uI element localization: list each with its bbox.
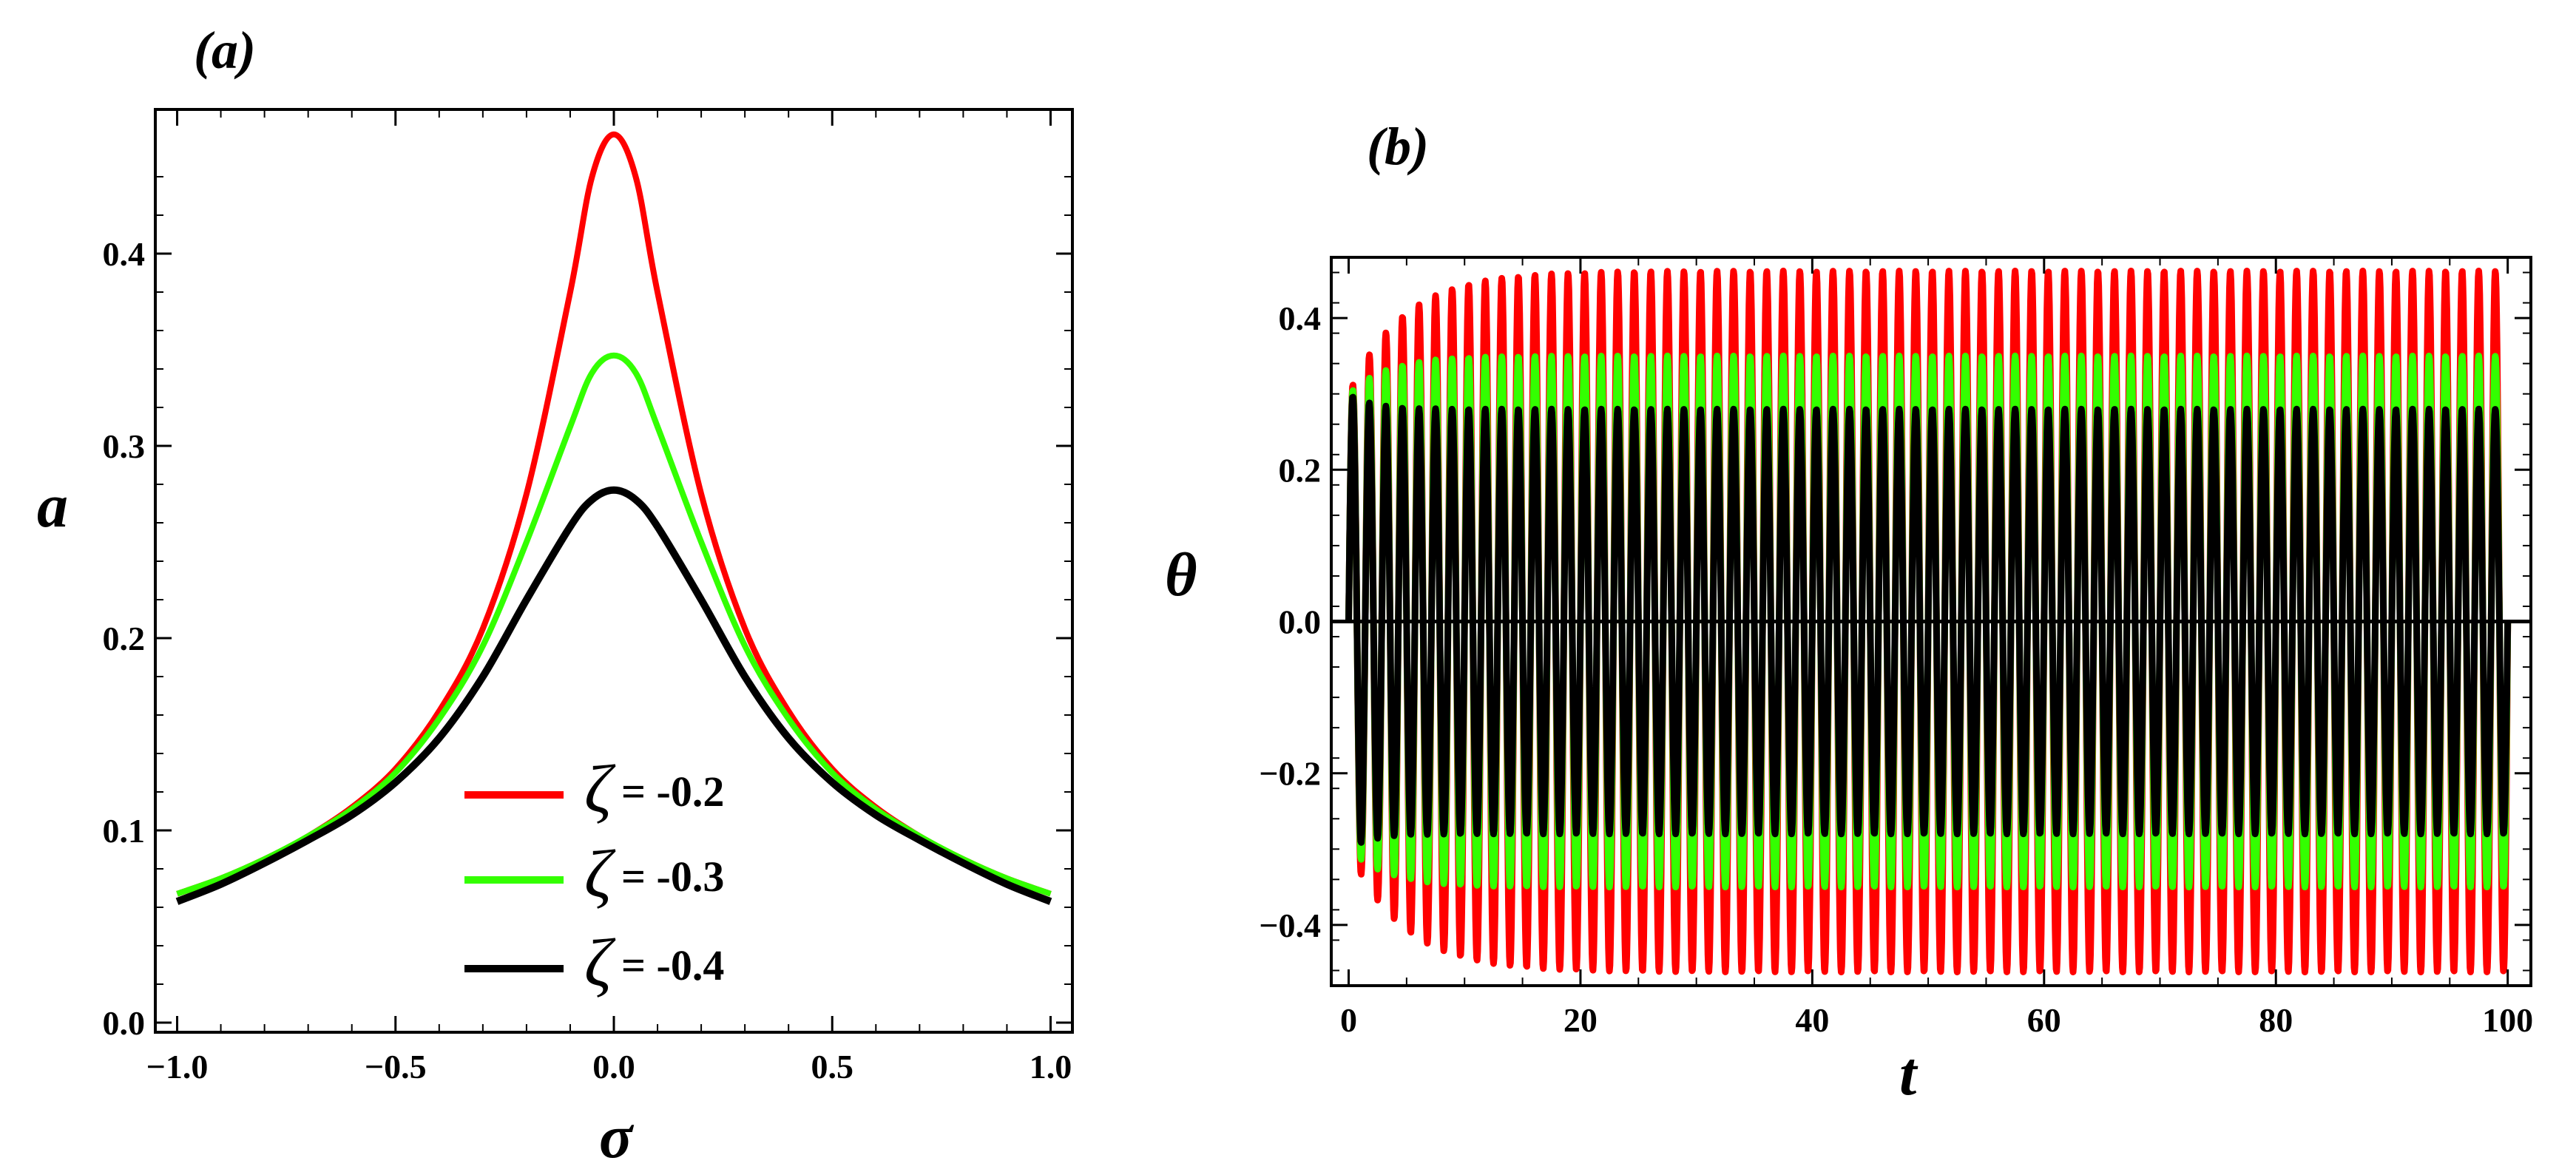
y-tick-label-a: 0.4 bbox=[103, 235, 146, 273]
legend-item: ζ = -0.4 bbox=[464, 925, 724, 1000]
x-tick-label-a: −1.0 bbox=[146, 1048, 209, 1085]
panel-a-series bbox=[175, 131, 1052, 905]
panel-b-label: (b) bbox=[1367, 117, 1429, 176]
series-line-a-2 bbox=[175, 486, 1052, 905]
x-tick-label-a: 0.5 bbox=[811, 1048, 853, 1085]
panel-a-xlabel: σ bbox=[599, 1102, 635, 1171]
legend-symbol-1: ζ bbox=[584, 836, 616, 912]
panel-a-ticks: −1.0 −0.5 0.0 0.5 1.0 0.0 0.1 0.2 0.3 0.4 bbox=[103, 109, 1072, 1085]
x-tick-label-b: 60 bbox=[2027, 1001, 2061, 1039]
legend-value-2: = -0.4 bbox=[621, 941, 724, 989]
panel-b-xlabel: t bbox=[1899, 1040, 1919, 1108]
legend-item: ζ = -0.2 bbox=[464, 751, 724, 827]
y-tick-label-b: 0.4 bbox=[1279, 299, 1322, 337]
panel-b-ylabel: θ bbox=[1165, 541, 1197, 609]
legend-item: ζ = -0.3 bbox=[464, 836, 724, 912]
x-tick-label-b: 20 bbox=[1563, 1001, 1598, 1039]
panel-a-frame bbox=[154, 108, 1074, 1034]
x-tick-label-b: 40 bbox=[1795, 1001, 1829, 1039]
y-tick-label-a: 0.3 bbox=[103, 427, 146, 465]
x-tick-label-b: 80 bbox=[2259, 1001, 2293, 1039]
y-tick-label-a: 0.2 bbox=[103, 620, 146, 657]
legend-symbol-0: ζ bbox=[584, 751, 616, 827]
series-line-a-0 bbox=[176, 131, 1052, 897]
series-line-a-1 bbox=[176, 352, 1052, 897]
panel-a-label: (a) bbox=[194, 21, 256, 80]
legend-symbol-2: ζ bbox=[584, 925, 616, 1000]
legend-value-0: = -0.2 bbox=[621, 768, 724, 816]
panel-a-ylabel: a bbox=[37, 472, 68, 541]
x-tick-label-a: 0.0 bbox=[592, 1048, 635, 1085]
y-tick-label-b: −0.2 bbox=[1259, 755, 1321, 793]
y-tick-label-a: 0.1 bbox=[103, 812, 146, 850]
x-tick-label-a: 1.0 bbox=[1030, 1048, 1072, 1085]
panel-b-ticks: 0 20 40 60 80 100 −0.4 −0.2 0.0 0.2 0.4 bbox=[1259, 257, 2533, 1039]
y-tick-label-a: 0.0 bbox=[103, 1004, 146, 1042]
x-tick-label-b: 0 bbox=[1340, 1001, 1357, 1039]
y-tick-label-b: −0.4 bbox=[1259, 907, 1321, 944]
x-tick-label-a: −0.5 bbox=[365, 1048, 427, 1085]
legend-value-1: = -0.3 bbox=[621, 853, 724, 901]
panel-b-series bbox=[1331, 268, 2531, 975]
panel-a: (a) −1.0 −0.5 0.0 0.5 1.0 0.0 0.1 0.2 0.3 0.4 a σ… bbox=[37, 21, 1074, 1171]
y-tick-label-b: 0.2 bbox=[1279, 451, 1322, 489]
y-tick-label-b: 0.0 bbox=[1279, 603, 1322, 641]
panel-a-legend: ζ = -0.2 ζ = -0.3 ζ = -0.4 bbox=[464, 751, 724, 1000]
x-tick-label-b: 100 bbox=[2482, 1001, 2533, 1039]
panel-b: (b) 0 20 40 60 80 100 −0.4 −0.2 0.0 0.2 0.4 θ t bbox=[1165, 117, 2533, 1108]
